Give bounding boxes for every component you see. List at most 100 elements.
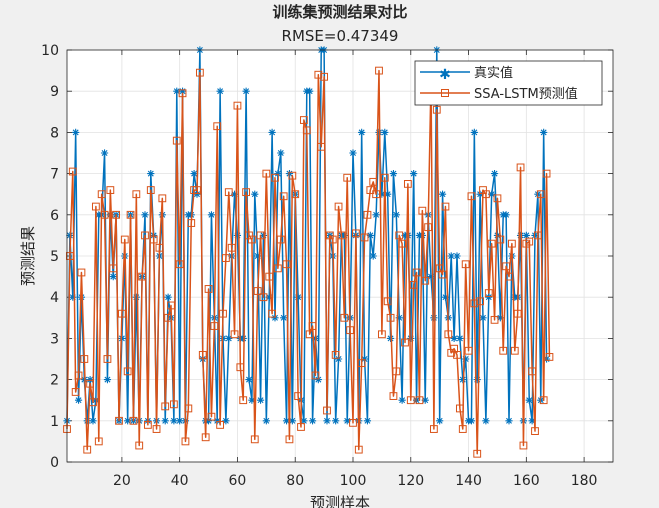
data-point-predicted [331, 350, 340, 359]
data-point-predicted [421, 276, 430, 285]
data-point-true [323, 417, 331, 425]
data-point-predicted [129, 416, 138, 425]
data-point-true [528, 417, 536, 425]
data-point-true [306, 87, 314, 95]
legend-marker-true: ✱ [439, 67, 451, 83]
data-point-true [482, 417, 490, 425]
data-point-predicted [94, 437, 103, 446]
data-point-true [294, 293, 302, 301]
data-point-predicted [279, 192, 288, 201]
data-point-true [248, 396, 256, 404]
data-point-predicted [360, 233, 369, 242]
data-point-true [314, 376, 322, 384]
data-point-predicted [369, 177, 378, 186]
data-point-predicted [141, 231, 149, 240]
data-point-predicted [198, 350, 207, 359]
data-point-predicted [247, 235, 256, 244]
data-point-predicted [149, 235, 158, 244]
data-point-predicted [83, 445, 92, 454]
data-point-predicted [262, 169, 271, 178]
data-point-predicted [531, 427, 539, 436]
data-point-predicted [265, 272, 274, 281]
data-point-predicted [302, 126, 311, 135]
data-point-true [384, 190, 392, 198]
data-point-true [280, 314, 288, 322]
data-point-predicted [377, 330, 386, 339]
data-point-true [193, 190, 201, 198]
data-point-true [340, 231, 348, 239]
data-point-predicted [106, 186, 115, 194]
data-point-true [222, 417, 230, 425]
data-point-true [395, 314, 403, 322]
data-point-predicted [80, 355, 89, 363]
data-point-predicted [271, 173, 279, 182]
data-point-true [103, 376, 112, 384]
data-point-predicted [86, 379, 95, 388]
data-point-predicted [115, 416, 123, 425]
data-point-true [251, 190, 259, 198]
data-point-true [459, 376, 467, 384]
data-point-predicted [273, 264, 282, 273]
x-tick-label: 120 [397, 473, 424, 489]
data-point-predicted [398, 239, 407, 248]
data-point-predicted [438, 270, 447, 279]
data-point-predicted [216, 421, 225, 429]
data-point-predicted [77, 268, 86, 277]
legend-entry-predicted: SSA-LSTM预测值 [420, 86, 578, 102]
x-tick-label: 80 [286, 473, 304, 489]
data-point-predicted [210, 322, 219, 330]
data-point-true [450, 334, 458, 342]
data-point-predicted [103, 355, 112, 363]
data-point-predicted [172, 136, 181, 145]
data-point-predicted [357, 359, 366, 368]
data-point-true [398, 396, 406, 404]
data-point-true [176, 417, 184, 425]
data-point-true [268, 128, 276, 136]
data-point-predicted [380, 173, 389, 182]
data-point-predicted [528, 367, 537, 376]
data-point-true [467, 417, 476, 425]
chart-subtitle: RMSE=0.47349 [282, 27, 399, 45]
data-point-predicted [135, 441, 144, 450]
data-point-true [421, 396, 429, 404]
data-point-true [369, 252, 377, 260]
data-point-true [141, 211, 149, 219]
data-point-predicted [349, 418, 357, 427]
data-point-predicted [539, 396, 548, 405]
data-point-predicted [516, 163, 525, 172]
data-point-true [410, 170, 418, 178]
data-point-predicted [175, 260, 184, 269]
x-tick-label: 160 [513, 473, 540, 489]
data-point-true [274, 170, 282, 178]
data-point-true [308, 417, 317, 425]
data-point-predicted [481, 190, 490, 199]
data-point-true [213, 417, 221, 425]
data-point-true [265, 293, 273, 301]
data-point-predicted [314, 70, 323, 79]
data-point-predicted [308, 322, 317, 330]
legend-label-predicted: SSA-LSTM预测值 [474, 86, 578, 102]
plot-frame [66, 49, 614, 463]
y-axis-label: 预测结果 [19, 226, 37, 286]
data-point-true [277, 149, 285, 157]
data-point-true [441, 293, 450, 301]
data-point-predicted [164, 313, 173, 322]
data-point-predicted [328, 235, 337, 244]
data-point-predicted [236, 363, 245, 372]
data-point-predicted [285, 435, 294, 444]
data-point-true [490, 170, 499, 178]
data-point-true [505, 417, 513, 425]
data-point-predicted [167, 301, 175, 310]
data-point-predicted [297, 423, 305, 431]
data-point-predicted [499, 346, 508, 355]
data-point-predicted [245, 231, 253, 240]
data-point-true [496, 314, 504, 322]
y-tick-label: 9 [50, 84, 59, 100]
data-point-predicted [346, 326, 355, 335]
y-tick-label: 0 [50, 455, 59, 471]
data-point-true [372, 211, 380, 219]
data-point-predicted [120, 235, 129, 244]
data-point-predicted [242, 188, 251, 197]
data-point-predicted [74, 371, 83, 380]
